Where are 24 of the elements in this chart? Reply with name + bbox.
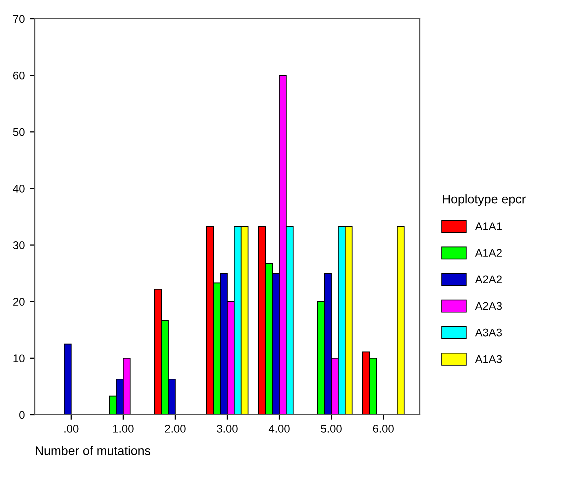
x-tick-label: 6.00 (373, 425, 394, 433)
legend-label: A1A2 (475, 249, 502, 257)
x-axis-title: Number of mutations (36, 446, 151, 456)
x-tick-label: 4.00 (268, 425, 290, 433)
legend-label: A2A3 (475, 302, 502, 310)
y-tick-label: 60 (13, 72, 25, 80)
legend-label: A1A1 (475, 222, 502, 230)
bar (397, 226, 405, 415)
x-tick-label: 1.00 (113, 425, 134, 433)
legend-title: Hoplotype epcr (443, 194, 526, 206)
y-tick-label: 0 (20, 411, 25, 420)
legend-label: A2A2 (475, 276, 502, 284)
x-tick-label: 2.00 (165, 425, 186, 433)
y-tick-label: 70 (13, 15, 25, 24)
y-tick-label: 50 (13, 128, 25, 136)
x-tick-label: 5.00 (321, 425, 342, 433)
y-tick-label: 40 (13, 184, 25, 193)
x-tick-label: .00 (64, 425, 79, 433)
y-tick-label: 30 (13, 242, 25, 250)
legend-label: A1A3 (475, 355, 502, 364)
y-tick-label: 20 (13, 298, 25, 306)
x-tick-label: 3.00 (217, 425, 238, 433)
y-tick-label: 10 (14, 354, 25, 363)
legend-label: A3A3 (475, 328, 502, 337)
